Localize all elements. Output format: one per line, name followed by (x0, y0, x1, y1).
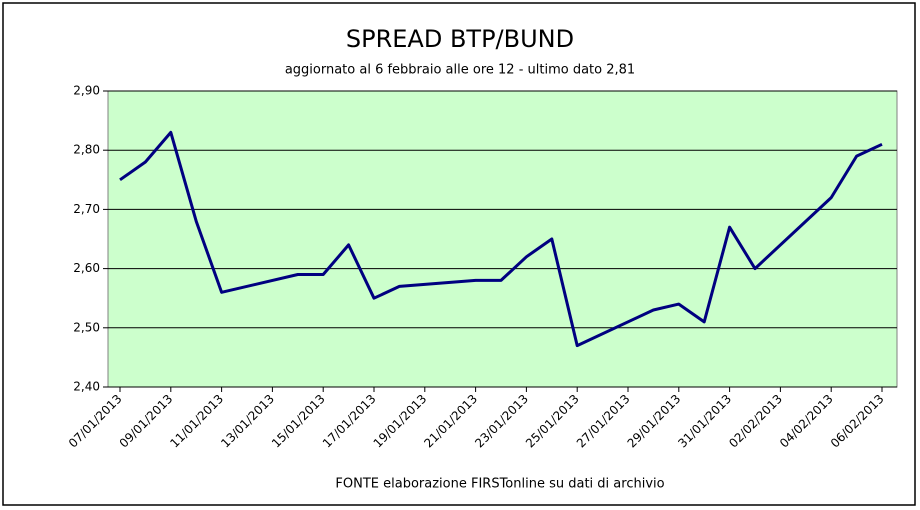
y-tick-label: 2,70 (73, 202, 100, 216)
y-tick-label: 2,40 (73, 380, 100, 394)
y-tick-label: 2,60 (73, 261, 100, 275)
source-note: FONTE elaborazione FIRSTonline su dati d… (335, 477, 664, 492)
y-tick-label: 2,50 (73, 320, 100, 334)
data-line (119, 130, 883, 348)
chart-title: SPREAD BTP/BUND (346, 25, 574, 53)
chart-subtitle: aggiornato al 6 febbraio alle ore 12 - u… (285, 63, 635, 78)
plot-area (107, 90, 898, 388)
y-tick-label: 2,90 (73, 84, 100, 98)
y-tick-label: 2,80 (73, 143, 100, 157)
